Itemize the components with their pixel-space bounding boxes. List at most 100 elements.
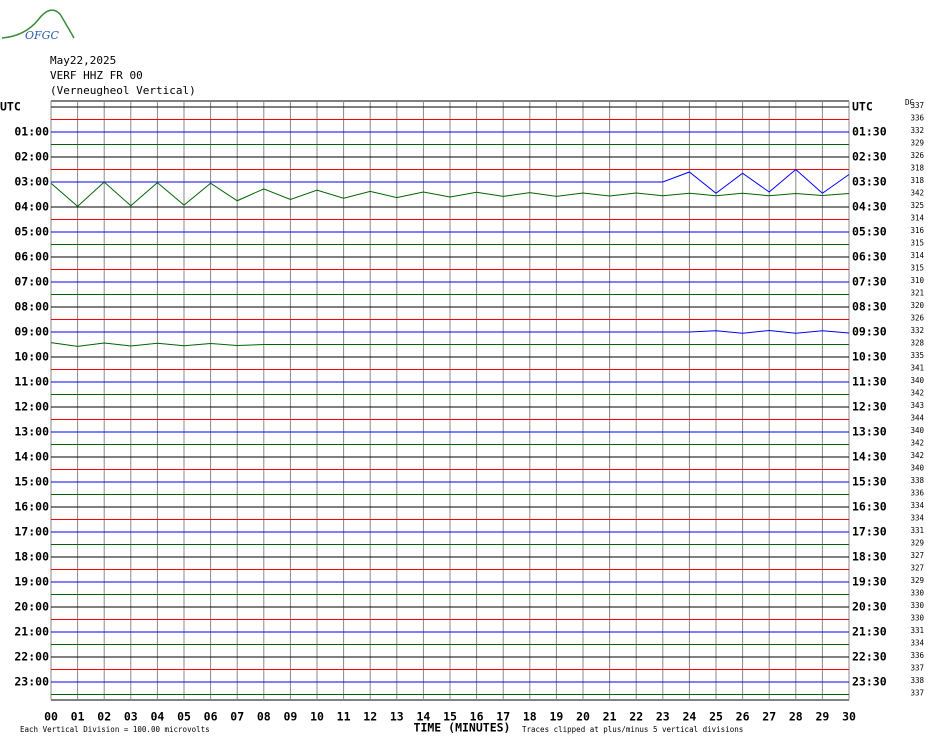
right-time-label: 18:30 <box>852 550 887 564</box>
x-tick-label: 00 <box>44 710 58 724</box>
dc-value: 330 <box>910 601 924 610</box>
dc-value: 331 <box>910 526 924 535</box>
x-tick-label: 28 <box>789 710 803 724</box>
left-time-label: 23:00 <box>14 675 49 689</box>
x-tick-label: 04 <box>150 710 164 724</box>
dc-value: 315 <box>910 264 924 273</box>
right-time-label: 20:30 <box>852 600 887 614</box>
x-tick-label: 06 <box>204 710 218 724</box>
right-time-label: 13:30 <box>852 425 887 439</box>
left-time-label: 02:00 <box>14 150 49 164</box>
left-time-label: 20:00 <box>14 600 49 614</box>
dc-value: 332 <box>910 326 924 335</box>
left-time-label: UTC <box>0 100 21 114</box>
x-tick-label: 26 <box>736 710 750 724</box>
dc-value: 330 <box>910 614 924 623</box>
dc-value: 330 <box>910 589 924 598</box>
x-tick-label: 10 <box>310 710 324 724</box>
x-tick-label: 05 <box>177 710 191 724</box>
title-line: VERF HHZ FR 00 <box>50 69 143 82</box>
logo-text: OFGC <box>25 29 59 42</box>
right-time-label: UTC <box>852 100 873 114</box>
x-tick-label: 12 <box>363 710 377 724</box>
left-time-label: 09:00 <box>14 325 49 339</box>
dc-value: 329 <box>910 539 924 548</box>
dc-value: 342 <box>910 189 924 198</box>
dc-value: 310 <box>910 276 924 285</box>
left-time-label: 06:00 <box>14 250 49 264</box>
dc-value: 314 <box>910 214 924 223</box>
x-tick-label: 16 <box>470 710 484 724</box>
dc-value: 336 <box>910 651 924 660</box>
x-tick-label: 22 <box>629 710 643 724</box>
right-time-label: 09:30 <box>852 325 887 339</box>
left-time-label: 05:00 <box>14 225 49 239</box>
dc-value: 336 <box>910 114 924 123</box>
trace <box>51 329 850 334</box>
scale-note: Each Vertical Division = 100.00 microvol… <box>20 725 210 734</box>
title-line: (Verneugheol Vertical) <box>50 84 196 97</box>
dc-value: 326 <box>910 314 924 323</box>
right-time-label: 02:30 <box>852 150 887 164</box>
left-time-label: 14:00 <box>14 450 49 464</box>
left-time-label: 16:00 <box>14 500 49 514</box>
right-time-label: 14:30 <box>852 450 887 464</box>
right-time-label: 05:30 <box>852 225 887 239</box>
x-tick-label: 15 <box>443 710 457 724</box>
x-tick-label: 19 <box>549 710 563 724</box>
trace <box>51 168 850 194</box>
dc-value: 316 <box>910 226 924 235</box>
dc-value: 329 <box>910 139 924 148</box>
x-tick-label: 07 <box>230 710 244 724</box>
left-time-label: 15:00 <box>14 475 49 489</box>
left-time-label: 12:00 <box>14 400 49 414</box>
dc-value: 340 <box>910 376 924 385</box>
dc-value: 318 <box>910 176 924 185</box>
dc-value: 331 <box>910 626 924 635</box>
dc-value: 325 <box>910 201 924 210</box>
left-time-label: 13:00 <box>14 425 49 439</box>
right-time-label: 11:30 <box>852 375 887 389</box>
dc-value: 342 <box>910 439 924 448</box>
right-time-label: 07:30 <box>852 275 887 289</box>
right-time-label: 19:30 <box>852 575 887 589</box>
x-tick-label: 23 <box>656 710 670 724</box>
trace <box>50 342 849 347</box>
dc-value: 337 <box>910 664 924 673</box>
x-axis-label: TIME (MINUTES) <box>414 721 511 735</box>
x-tick-label: 29 <box>815 710 829 724</box>
x-tick-label: 18 <box>523 710 537 724</box>
x-tick-label: 20 <box>576 710 590 724</box>
dc-value: 314 <box>910 251 924 260</box>
dc-value: 329 <box>910 576 924 585</box>
dc-value: 328 <box>910 339 924 348</box>
logo-mark <box>1 9 75 39</box>
dc-value: 327 <box>910 564 924 573</box>
right-time-label: 15:30 <box>852 475 887 489</box>
dc-value: 336 <box>910 489 924 498</box>
right-time-label: 06:30 <box>852 250 887 264</box>
x-tick-label: 17 <box>496 710 510 724</box>
clip-note: Traces clipped at plus/minus 5 vertical … <box>522 725 743 734</box>
x-tick-label: 27 <box>762 710 776 724</box>
dc-value: 334 <box>910 514 924 523</box>
left-time-label: 03:00 <box>14 175 49 189</box>
dc-value: 342 <box>910 451 924 460</box>
right-time-label: 22:30 <box>852 650 887 664</box>
right-time-label: 08:30 <box>852 300 887 314</box>
dc-value: 337 <box>910 101 924 110</box>
right-time-label: 10:30 <box>852 350 887 364</box>
x-tick-label: 13 <box>390 710 404 724</box>
x-tick-label: 02 <box>97 710 111 724</box>
dc-value: 344 <box>910 414 924 423</box>
title-line: May22,2025 <box>50 54 116 67</box>
left-time-label: 21:00 <box>14 625 49 639</box>
dc-value: 326 <box>910 151 924 160</box>
dc-value: 338 <box>910 676 924 685</box>
dc-value: 334 <box>910 501 924 510</box>
dc-value: 320 <box>910 301 924 310</box>
right-time-label: 12:30 <box>852 400 887 414</box>
right-time-label: 23:30 <box>852 675 887 689</box>
x-tick-label: 24 <box>682 710 696 724</box>
